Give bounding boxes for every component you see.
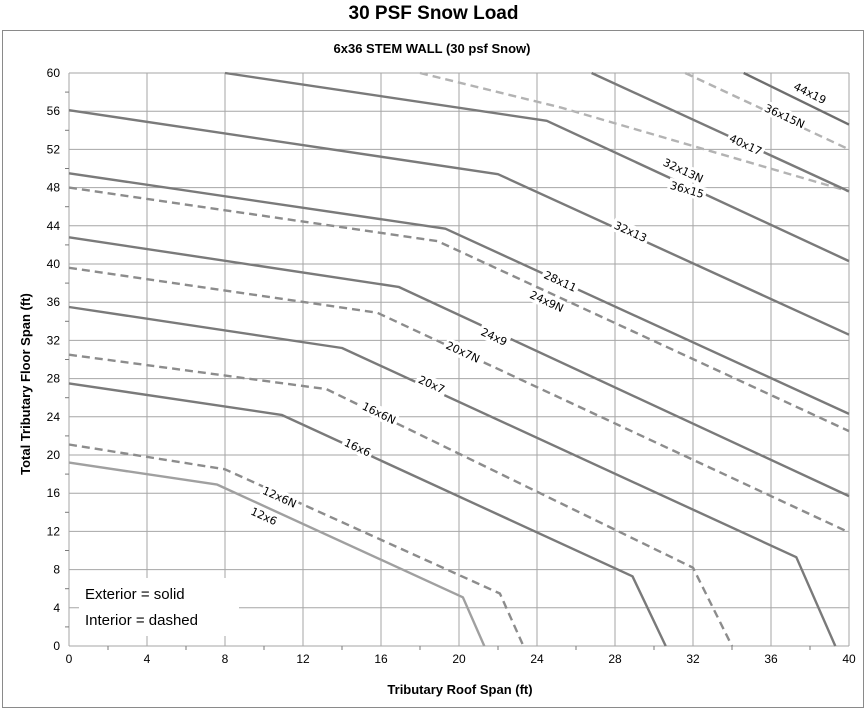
curve-label-bg <box>609 217 652 246</box>
curve-label-bg <box>666 177 708 202</box>
curve-label-32x13: 32x13 <box>609 217 652 246</box>
y-tick-label: 24 <box>47 410 61 424</box>
y-tick-label: 60 <box>47 66 61 80</box>
curve-label-text: 32x13 <box>612 219 649 245</box>
curve-label-44x19: 44x19 <box>789 78 831 108</box>
curve-label-text: 40x17 <box>727 132 764 158</box>
curve-label-layer: 12x612x6N16x616x6N20x720x7N24x924x9N28x1… <box>246 78 831 530</box>
y-tick-label: 56 <box>47 104 61 118</box>
chart-svg: 6x36 STEM WALL (30 psf Snow) 12x612x6N16… <box>18 41 856 697</box>
curve-label-bg <box>340 434 376 461</box>
x-tick-label: 40 <box>842 652 856 666</box>
chart-title: 6x36 STEM WALL (30 psf Snow) <box>334 41 531 56</box>
y-tick-label: 16 <box>47 486 61 500</box>
x-tick-label: 32 <box>686 652 700 666</box>
page-title: 30 PSF Snow Load <box>348 3 519 24</box>
curve-label-bg <box>789 78 831 108</box>
y-tick-label: 32 <box>47 333 61 347</box>
x-tick-label: 4 <box>144 652 151 666</box>
series-line-40x17 <box>684 71 850 151</box>
y-tick-label: 28 <box>47 372 61 386</box>
y-axis-title: Total Tributary Floor Span (ft) <box>18 293 33 475</box>
x-tick-label: 16 <box>374 652 388 666</box>
series-line-28x11 <box>68 172 850 415</box>
y-tick-label: 44 <box>47 219 61 233</box>
curve-label-text: 28x11 <box>542 269 579 295</box>
curve-label-text: 20x7 <box>416 373 446 396</box>
x-tick-label: 20 <box>452 652 466 666</box>
ticks-layer: 0 4 8 12 16 20 24 28 32 36 40048121620242832364044… <box>47 66 856 666</box>
y-tick-label: 36 <box>47 295 61 309</box>
y-tick-label: 8 <box>53 563 60 577</box>
y-tick-label: 48 <box>47 181 61 195</box>
curve-label-text: 36x15N <box>762 102 806 132</box>
series-layer <box>68 71 850 647</box>
curve-label-text: 24x9 <box>479 325 509 348</box>
y-tick-label: 40 <box>47 257 61 271</box>
x-tick-label: 36 <box>764 652 778 666</box>
y-tick-label: 12 <box>47 524 61 538</box>
x-axis-title: Tributary Roof Span (ft) <box>387 682 532 697</box>
curve-label-40x17: 40x17 <box>725 130 767 160</box>
note-exterior: Exterior = solid <box>85 586 185 603</box>
curve-label-20x7: 20x7 <box>414 371 450 398</box>
curve-label-24x9: 24x9 <box>476 323 512 350</box>
x-tick-label: 24 <box>530 652 544 666</box>
series-line-36x15n <box>591 71 850 193</box>
curve-label-text: 24x9N <box>528 288 566 315</box>
curve-label-bg <box>760 100 809 132</box>
x-tick-label: 28 <box>608 652 622 666</box>
y-tick-label: 52 <box>47 142 61 156</box>
y-tick-label: 20 <box>47 448 61 462</box>
series-line-16x6 <box>68 382 667 647</box>
series-line-12x6n <box>68 443 525 647</box>
curve-label-bg <box>246 503 282 530</box>
curve-label-bg <box>358 398 400 428</box>
curve-label-bg <box>539 266 582 296</box>
series-line-24x9 <box>68 236 850 498</box>
curve-label-bg <box>526 286 568 316</box>
series-line-44x19 <box>743 71 850 126</box>
chart-frame: 6x36 STEM WALL (30 psf Snow) 12x6 12x6N 16… <box>2 30 864 708</box>
curve-label-bg <box>414 371 450 398</box>
series-line-20x7 <box>68 305 837 647</box>
series-line-12x6 <box>68 461 486 647</box>
curve-label-text: 20x7N <box>444 339 482 366</box>
curve-label-text: 16x6N <box>360 400 398 427</box>
curve-label-bg <box>476 323 512 350</box>
curve-label-text: 12x6 <box>249 505 279 528</box>
x-tick-label: 8 <box>222 652 229 666</box>
x-tick-label: 12 <box>296 652 310 666</box>
curve-label-36x15n: 36x15N <box>760 100 809 132</box>
series-line-24x9n <box>68 186 850 433</box>
curve-label-text: 44x19 <box>791 80 828 107</box>
curve-label-bg <box>725 130 767 160</box>
notes-background <box>79 578 239 636</box>
note-interior: Interior = dashed <box>85 612 198 629</box>
curve-label-24x9n: 24x9N <box>526 286 568 316</box>
notes-box: Exterior = solid Interior = dashed <box>79 578 239 636</box>
curve-label-28x11: 28x11 <box>539 266 582 296</box>
curve-label-bg <box>258 482 301 512</box>
y-tick-label: 4 <box>53 601 60 615</box>
curve-label-16x6: 16x6 <box>340 434 376 461</box>
series-line-32x13 <box>68 109 850 336</box>
y-tick-label: 0 <box>53 639 60 653</box>
curve-label-bg <box>442 337 484 367</box>
curve-label-bg <box>659 154 708 187</box>
series-line-32x13n <box>224 71 850 263</box>
grid-layer <box>65 72 850 650</box>
x-tick-label: 0 <box>66 652 73 666</box>
curve-label-text: 16x6 <box>342 436 372 459</box>
curve-label-16x6n: 16x6N <box>358 398 400 428</box>
series-line-36x15 <box>419 71 850 193</box>
curve-label-20x7n: 20x7N <box>442 337 484 367</box>
